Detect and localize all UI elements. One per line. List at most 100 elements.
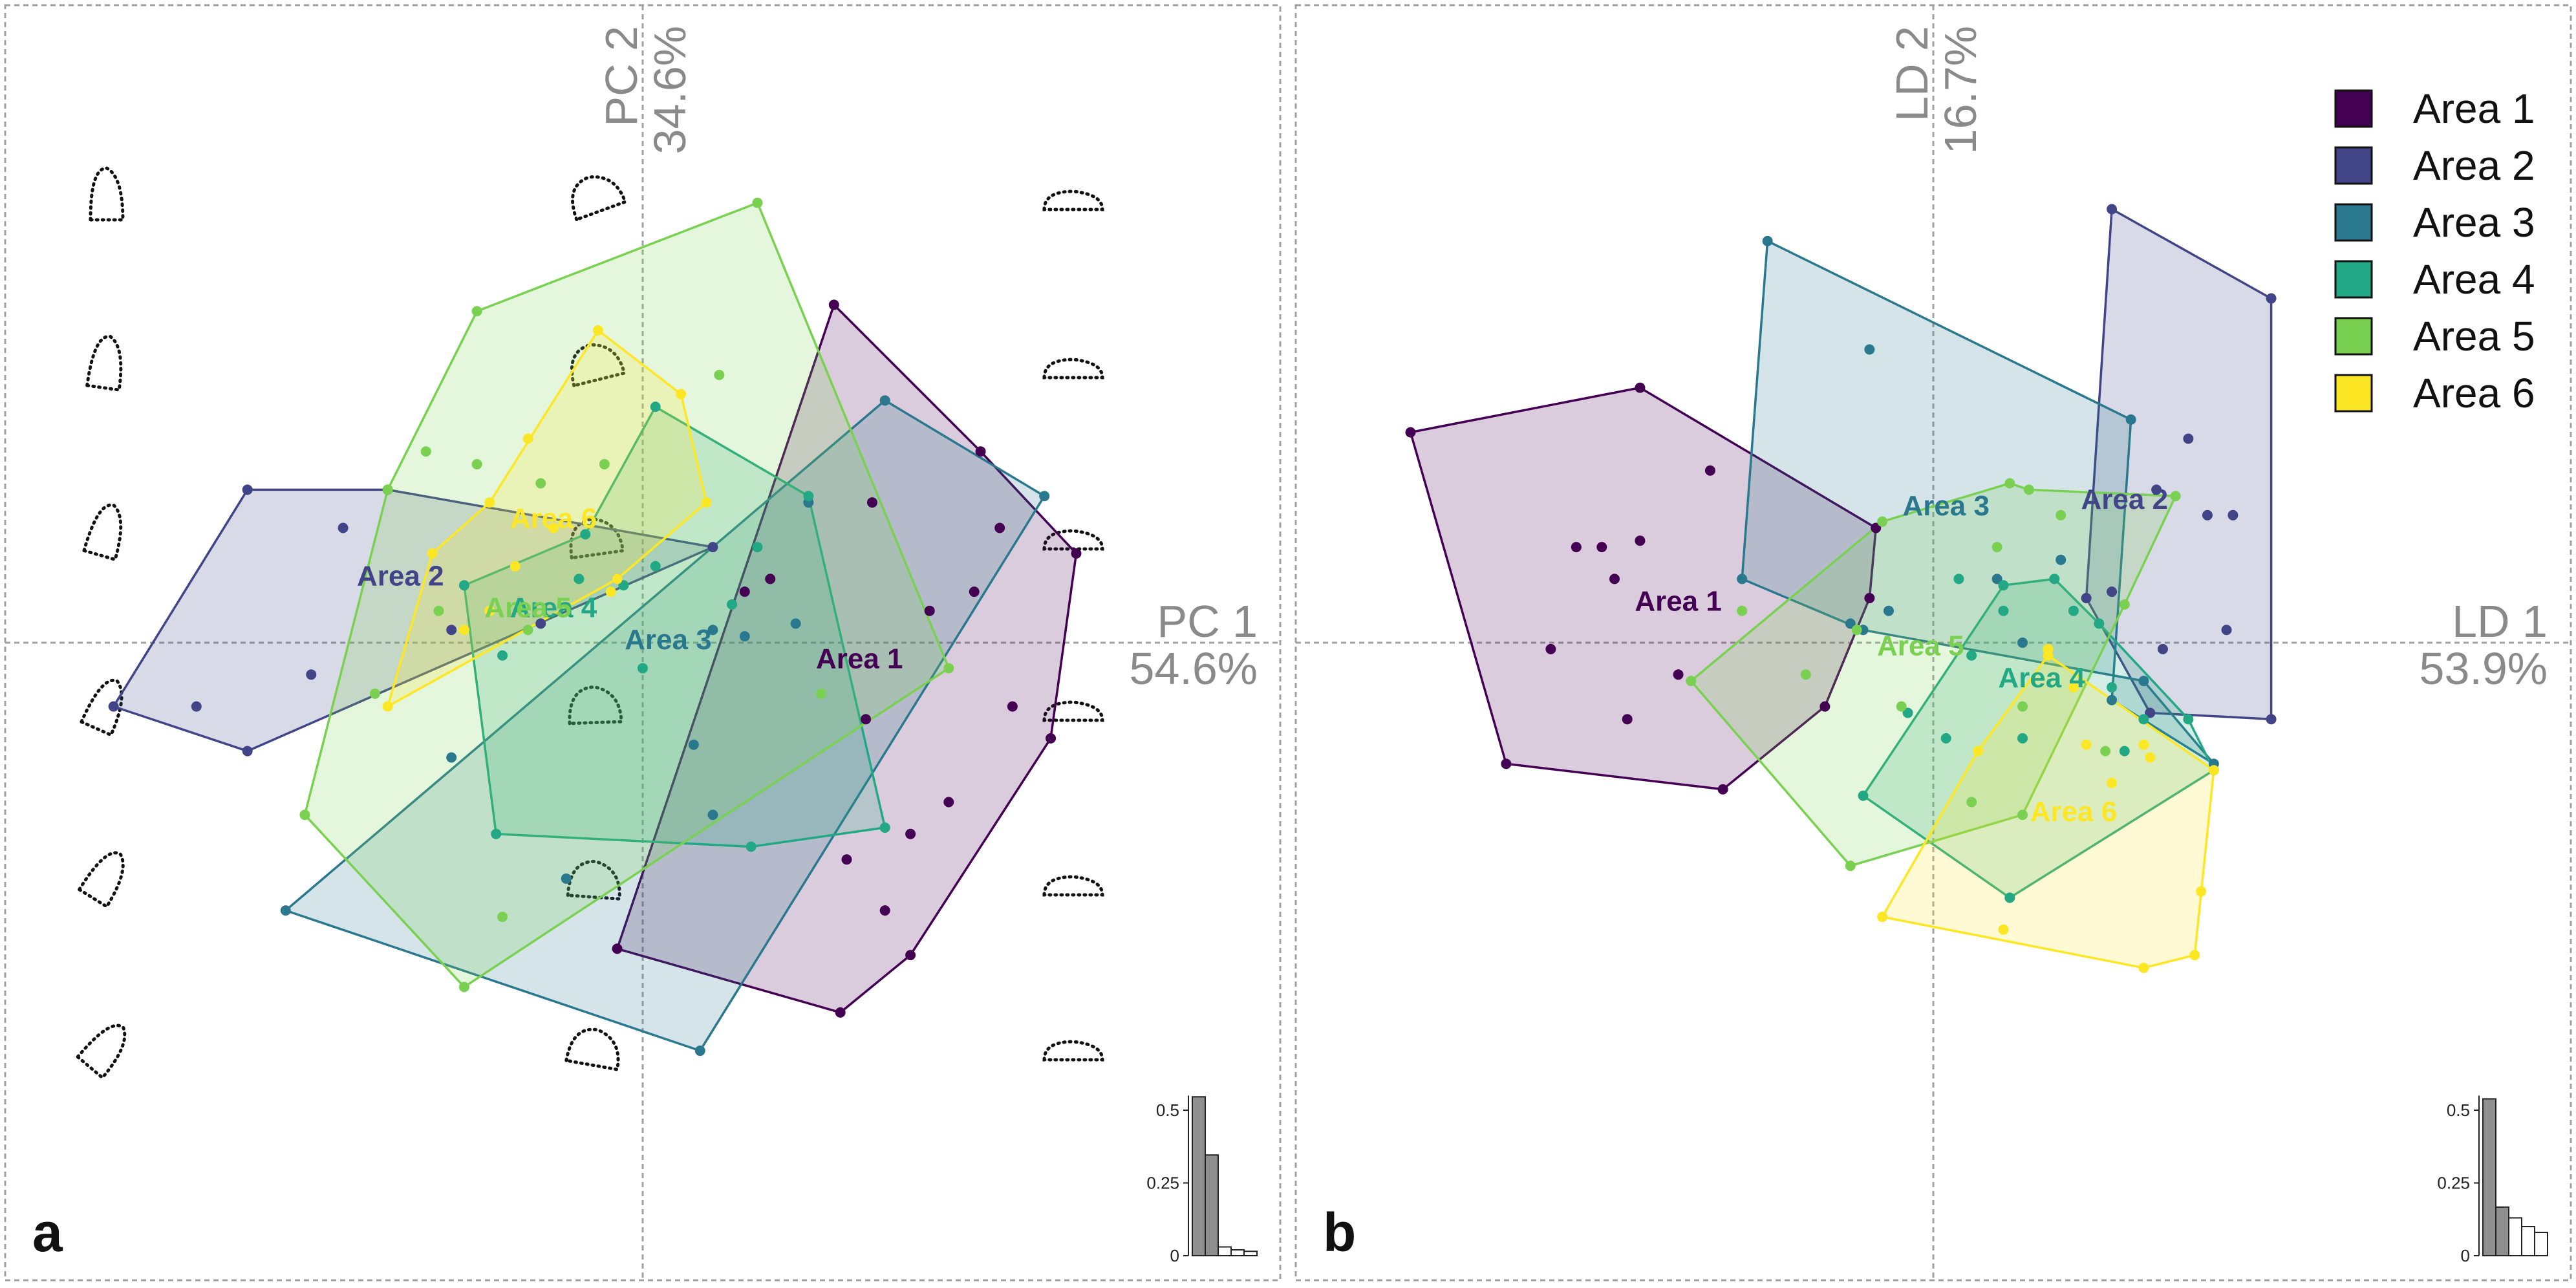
panel-a-label-area-5: Area 5 — [484, 592, 572, 624]
panel-b-hull-vertex-area-4 — [2004, 892, 2015, 903]
panel-b-hist-bar — [2482, 1098, 2496, 1256]
panel-a-point-area-3 — [707, 625, 718, 636]
panel-b-point-area-5 — [1737, 605, 1748, 616]
panel-a-point-area-6 — [484, 605, 495, 616]
panel-a-y-axis-pct: 34.6% — [645, 26, 695, 154]
panel-b-point-area-2 — [2157, 643, 2168, 654]
outline-sketch — [564, 1027, 620, 1071]
panel-a-point-area-4 — [727, 599, 738, 610]
panel-a-hist-bar — [1218, 1246, 1232, 1256]
legend-label-area-4: Area 4 — [2413, 256, 2535, 303]
panel-b-hull-vertex-area-6 — [2189, 950, 2200, 961]
panel-b-hull-vertex-area-6 — [2138, 962, 2149, 973]
panel-a-hull-vertex-area-4 — [746, 841, 757, 852]
panel-a-hull-vertex-area-6 — [484, 497, 495, 508]
panel-b-hull-vertex-area-5 — [1877, 516, 1888, 527]
panel-a-hull-vertex-area-3 — [280, 905, 291, 916]
panel-b-hull-vertex-area-1 — [1864, 592, 1875, 603]
panel-b-hull-vertex-area-6 — [1973, 746, 1984, 757]
panel-b-hull-vertex-area-2 — [2266, 293, 2277, 304]
panel-b-hull-vertex-area-1 — [1717, 784, 1728, 795]
outline-sketch — [1042, 1040, 1104, 1062]
panel-b-label-area-4: Area 4 — [1998, 662, 2085, 694]
panel-b-hull-area-3 — [1741, 239, 2215, 765]
panel-b-point-area-5 — [1851, 625, 1862, 636]
outline-sketch — [1042, 189, 1104, 211]
panel-b-point-area-5 — [2017, 701, 2028, 712]
panel-b-letter: b — [1323, 1202, 1356, 1263]
legend-label-area-2: Area 2 — [2413, 142, 2535, 189]
outline-sketch — [85, 334, 123, 392]
panel-b-point-area-1 — [1609, 574, 1620, 585]
panel-a-hull-vertex-area-4 — [580, 529, 591, 540]
panel-a-hull-vertex-area-5 — [382, 484, 393, 495]
panel-a-hist-tick-label: 0 — [1170, 1246, 1179, 1265]
panel-b-hull-area-2 — [2085, 207, 2273, 721]
panel-b-group-labels: Area 1 Area 2 Area 3 Area 4 Area 5 Area 6 — [1635, 484, 2168, 828]
panel-a-hull-vertex-area-3 — [694, 1046, 705, 1057]
outline-sketch — [1042, 529, 1104, 551]
panel-b-hull-vertex-area-4 — [2183, 714, 2194, 725]
panel-a-point-area-5 — [599, 458, 610, 469]
panel-a-point-area-1 — [969, 586, 980, 597]
panel-b-point-area-5 — [1991, 542, 2002, 553]
legend-label-area-5: Area 5 — [2413, 313, 2535, 360]
panel-b-point-area-4 — [2068, 605, 2079, 616]
legend-label-area-1: Area 1 — [2413, 85, 2535, 132]
panel-b-point-area-4 — [2107, 682, 2118, 693]
panel-a-point-area-2 — [338, 522, 349, 533]
panel-a-hull-vertex-area-6 — [427, 548, 438, 559]
panel-a-x-axis-pct: 54.6% — [1130, 643, 1258, 694]
panel-b-hull-vertex-area-4 — [1858, 790, 1869, 801]
panel-b-point-area-4 — [1998, 605, 2009, 616]
panel-a-point-area-6 — [605, 586, 616, 597]
outline-sketch — [571, 175, 628, 222]
panel-a-point-area-1 — [994, 522, 1005, 533]
panel-a-point-area-5 — [535, 478, 546, 489]
panel-a-points — [108, 197, 1082, 1057]
outline-sketch — [570, 343, 627, 388]
panel-b-point-area-2 — [2227, 510, 2238, 521]
panel-b-point-area-5 — [2055, 510, 2066, 521]
panel-a-hull-vertex-area-4 — [650, 402, 661, 413]
panel-b-hull-vertex-area-6 — [1877, 911, 1888, 922]
panel-b-point-area-6 — [2196, 886, 2207, 897]
panel-b-point-area-1 — [1704, 465, 1715, 476]
panel-b-hull-vertex-area-4 — [2094, 618, 2105, 629]
panel-a-point-area-1 — [943, 797, 954, 808]
outline-sketch — [89, 166, 125, 222]
panel-b-hist-tick-label: 0.25 — [2437, 1174, 2470, 1193]
panel-b-y-axis-pct: 16.7% — [1935, 26, 1986, 154]
panel-a-label-area-3: Area 3 — [625, 624, 712, 656]
legend-label-area-6: Area 6 — [2413, 370, 2535, 416]
panel-b-hull-vertex-area-2 — [2107, 204, 2118, 215]
panel-b-point-area-4 — [2138, 714, 2149, 725]
panel-a-point-area-1 — [861, 714, 872, 725]
panel-a-hull-vertex-area-4 — [879, 822, 890, 833]
panel-a-point-area-3 — [688, 739, 699, 750]
panel-a-point-area-5 — [497, 911, 508, 922]
panel-b-variance-histogram: 0 0.25 0.5 — [2437, 1095, 2548, 1265]
outline-sketch — [1042, 875, 1104, 897]
legend-swatch-area-6 — [2334, 374, 2373, 413]
panel-b-point-area-6 — [2138, 739, 2149, 750]
panel-b-hull-vertex-area-1 — [1819, 701, 1830, 712]
panel-b-point-area-6 — [2068, 682, 2079, 693]
panel-a-point-area-3 — [790, 618, 801, 629]
panel-a-hull-vertex-area-5 — [458, 982, 469, 993]
panel-b-points — [1405, 204, 2277, 973]
panel-a-hist-bar — [1205, 1154, 1219, 1257]
outline-sketch — [566, 860, 621, 901]
legend-swatch-area-4 — [2334, 260, 2373, 299]
panel-b-label-area-1: Area 1 — [1635, 586, 1722, 617]
panel-a-hull-vertex-area-6 — [382, 701, 393, 712]
panel-b-point-area-1 — [1635, 535, 1646, 546]
panel-a-label-area-1: Area 1 — [816, 643, 903, 674]
panel-b-hull-vertex-area-5 — [1845, 861, 1856, 872]
panel-b-point-area-2 — [2202, 510, 2213, 521]
panel-a-hull-vertex-area-2 — [242, 746, 253, 757]
panel-b-point-area-6 — [2043, 643, 2054, 654]
panel-b-point-area-2 — [2107, 586, 2118, 597]
